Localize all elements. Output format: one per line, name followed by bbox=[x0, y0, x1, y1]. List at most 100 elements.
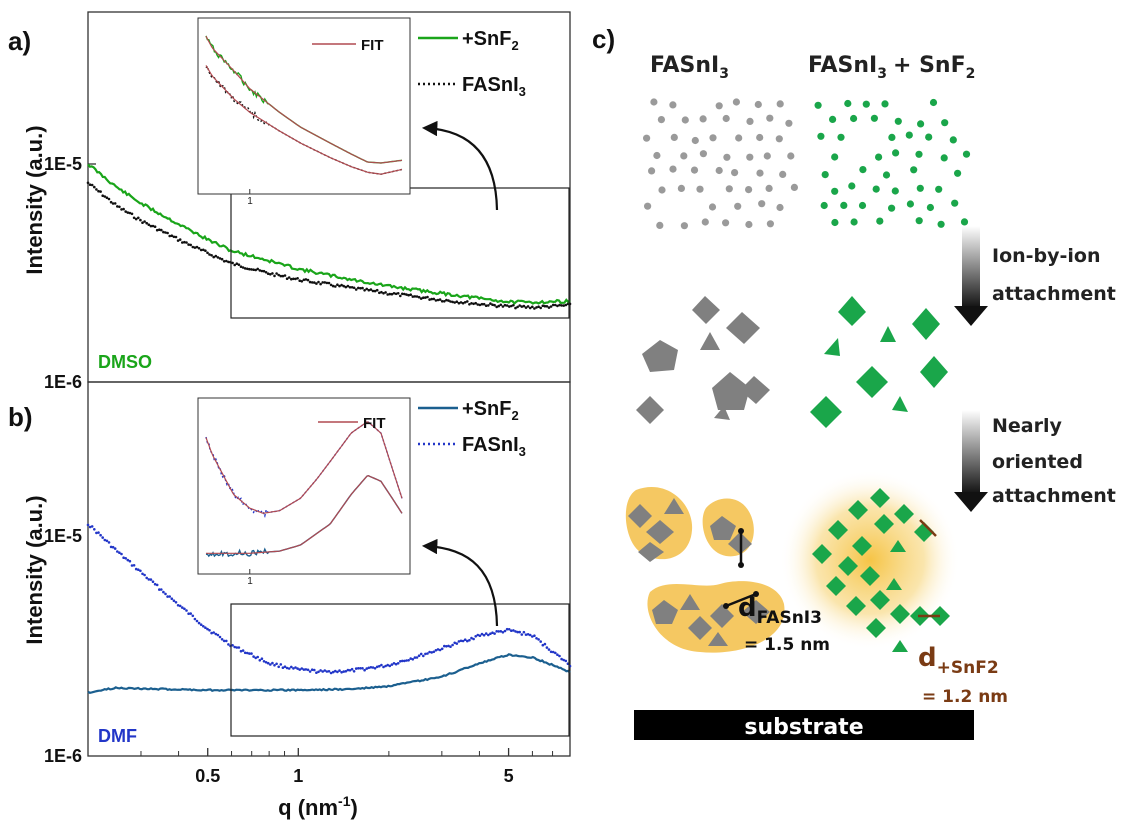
ion-dot bbox=[785, 119, 793, 127]
series-fasni3-dmso-point bbox=[111, 202, 115, 205]
series-fasni3-dmso-point bbox=[415, 295, 419, 298]
series-fasni3-dmf-point bbox=[281, 666, 285, 669]
series-fasni3-dmso-point bbox=[493, 303, 496, 307]
series-fasni3-dmf-point bbox=[424, 652, 427, 656]
series-fasni3-dmso-point bbox=[453, 301, 457, 304]
step-2-label-line2: oriented bbox=[992, 451, 1083, 473]
series-fasni3-dmf-point bbox=[298, 668, 302, 671]
series-fasni3-dmso-point bbox=[560, 304, 563, 307]
series-fasni3-dmso-point bbox=[160, 228, 163, 232]
pentagon-shape bbox=[652, 600, 678, 624]
series-fasni3-dmf-point bbox=[137, 568, 140, 571]
diagram-title-fasni3-snf2: FASnI3 + SnF2 bbox=[808, 53, 975, 82]
series-fasni3-dmso-point bbox=[208, 253, 211, 256]
series-fasni3-dmso-point bbox=[227, 260, 230, 264]
ion-dot bbox=[746, 117, 754, 125]
ion-dot bbox=[894, 117, 902, 125]
series-fasni3-dmf-point bbox=[510, 629, 513, 632]
series-fasni3-dmf-point bbox=[327, 670, 331, 673]
series-fasni3-dmso-point bbox=[438, 298, 442, 301]
series-fasni3-dmf-point bbox=[118, 551, 121, 554]
series-fasni3-dmso-point bbox=[128, 211, 132, 215]
series-fasni3-dmso-point bbox=[384, 291, 387, 294]
series-fasni3-dmso-point bbox=[313, 281, 316, 284]
series-fasni3-dmf-point bbox=[222, 639, 226, 643]
series-fasni3-dmf-point bbox=[507, 628, 511, 631]
series-fasni3-dmf-point bbox=[109, 545, 113, 549]
series-fasni3-dmf-point bbox=[564, 659, 568, 663]
series-fasni3-dmso-point bbox=[86, 181, 90, 185]
plot-a-inset-xtick: 1 bbox=[247, 196, 253, 207]
series-fasni3-dmf-point bbox=[411, 658, 415, 661]
series-fasni3-dmf-point bbox=[302, 668, 306, 671]
series-fasni3-dmf-point bbox=[478, 634, 482, 637]
step-arrow-1-shaft bbox=[962, 226, 980, 308]
series-fasni3-dmf-point bbox=[212, 631, 215, 634]
ion-dot bbox=[746, 153, 754, 161]
diamond-shape bbox=[646, 520, 674, 544]
series-fasni3-dmso-point bbox=[287, 276, 291, 279]
series-fasni3-dmf-point bbox=[541, 643, 545, 647]
distance-value-snf2: = 1.2 nm bbox=[922, 687, 1008, 707]
series-fasni3-dmf-point bbox=[252, 655, 255, 658]
plot-a-zoom-box bbox=[230, 187, 570, 319]
ion-dot bbox=[653, 151, 661, 160]
series-fasni3-dmso-point bbox=[126, 211, 130, 214]
series-fasni3-dmso-point bbox=[447, 299, 450, 302]
ion-dot bbox=[881, 100, 889, 108]
series-fasni3-dmf-point bbox=[451, 643, 454, 647]
step-1-label-line2: attachment bbox=[992, 283, 1116, 305]
ion-dot bbox=[926, 203, 935, 212]
series-fasni3-dmso-point bbox=[216, 256, 220, 259]
series-fasni3-dmso-point bbox=[174, 235, 178, 239]
series-fasni3-dmf-point bbox=[449, 645, 452, 648]
ion-dot bbox=[837, 133, 845, 141]
series-fasni3-dmso-point bbox=[308, 280, 312, 284]
series-fasni3-dmf-point bbox=[352, 670, 356, 673]
diamond-shape bbox=[846, 596, 866, 616]
ion-dot bbox=[725, 185, 733, 193]
series-fasni3-dmf-point bbox=[528, 633, 532, 637]
series-fasni3-dmf-point bbox=[269, 663, 272, 666]
ion-dot bbox=[658, 186, 666, 194]
diamond-shape bbox=[688, 616, 712, 640]
series-fasni3-dmso-point bbox=[501, 305, 505, 308]
ion-dot bbox=[875, 153, 883, 161]
series-fasni3-dmso-point bbox=[443, 300, 446, 303]
series-fasni3-dmf-point bbox=[130, 564, 134, 567]
series-fasni3-dmf-point bbox=[382, 665, 385, 669]
series-fasni3-dmso-point bbox=[526, 305, 530, 308]
plot-a-legend-fasni3: FASnI3 bbox=[462, 74, 526, 99]
series-fasni3-dmf-point bbox=[426, 652, 429, 655]
ion-dot bbox=[925, 133, 933, 141]
series-fasni3-dmso-point bbox=[541, 304, 545, 308]
ion-dot bbox=[691, 136, 699, 145]
series-fasni3-dmf-point bbox=[438, 648, 442, 652]
series-fasni3-dmf-point bbox=[248, 652, 251, 655]
series-fasni3-dmso-point bbox=[440, 300, 444, 303]
series-fasni3-dmso-point bbox=[549, 305, 553, 308]
ion-dot bbox=[669, 101, 677, 109]
triangle-shape bbox=[664, 498, 684, 514]
triangle-shape bbox=[890, 540, 906, 552]
series-fasni3-dmso-point bbox=[375, 288, 379, 292]
diagram-title-fasni3: FASnI3 bbox=[650, 53, 729, 82]
series-fasni3-dmso-point bbox=[520, 305, 524, 308]
series-fasni3-dmf-point bbox=[419, 652, 423, 656]
series-fasni3-dmso-point bbox=[304, 278, 308, 281]
plot-a-inset-frame bbox=[197, 17, 411, 195]
series-fasni3-dmf-point bbox=[399, 660, 402, 663]
series-fasni3-dmf-point bbox=[258, 659, 262, 662]
diamond-shape bbox=[742, 600, 770, 624]
series-fasni3-dmf-point bbox=[384, 664, 387, 668]
series-fasni3-dmf-point bbox=[480, 632, 484, 636]
series-fasni3-dmf-point bbox=[206, 627, 209, 631]
series-fasni3-dmf-point bbox=[191, 614, 195, 618]
series-fasni3-dmf-point bbox=[415, 656, 419, 659]
series-fasni3-dmso-point bbox=[489, 302, 492, 305]
series-fasni3-dmso-point bbox=[417, 295, 421, 299]
ion-dot bbox=[715, 102, 723, 110]
series-fasni3-dmf-point bbox=[90, 525, 94, 528]
series-fasni3-dmf-point bbox=[491, 631, 494, 634]
series-fasni3-dmf-point bbox=[132, 564, 136, 567]
